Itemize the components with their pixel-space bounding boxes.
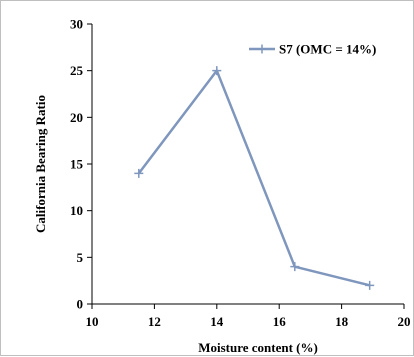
x-axis-title: Moisture content (%) [198, 340, 318, 355]
y-axis-title: California Bearing Ratio [33, 95, 48, 233]
y-tick-label: 15 [70, 157, 84, 172]
y-tick-label: 30 [70, 17, 83, 32]
ticks: 0 5 10 15 20 25 30 10 12 14 16 18 20 [70, 17, 411, 330]
legend-label: S7 (OMC = 14%) [279, 42, 376, 57]
x-tick-label: 10 [86, 314, 99, 329]
y-tick-label: 20 [70, 110, 83, 125]
y-tick-label: 5 [77, 250, 84, 265]
legend: S7 (OMC = 14%) [249, 42, 376, 57]
y-tick-label: 25 [70, 63, 84, 78]
y-tick-label: 0 [77, 297, 84, 312]
y-tick-label: 10 [70, 203, 83, 218]
x-tick-label: 20 [398, 314, 411, 329]
legend-marker [257, 44, 267, 54]
x-tick-label: 18 [335, 314, 349, 329]
data-point-marker [212, 66, 222, 76]
x-tick-label: 16 [273, 314, 287, 329]
data-point-marker [134, 168, 144, 178]
data-point-marker [365, 280, 375, 290]
series-line [137, 69, 370, 287]
x-tick-label: 12 [148, 314, 161, 329]
series-layer [134, 66, 375, 290]
axes [91, 24, 404, 305]
x-tick-label: 14 [210, 314, 224, 329]
data-point-marker [290, 262, 300, 272]
